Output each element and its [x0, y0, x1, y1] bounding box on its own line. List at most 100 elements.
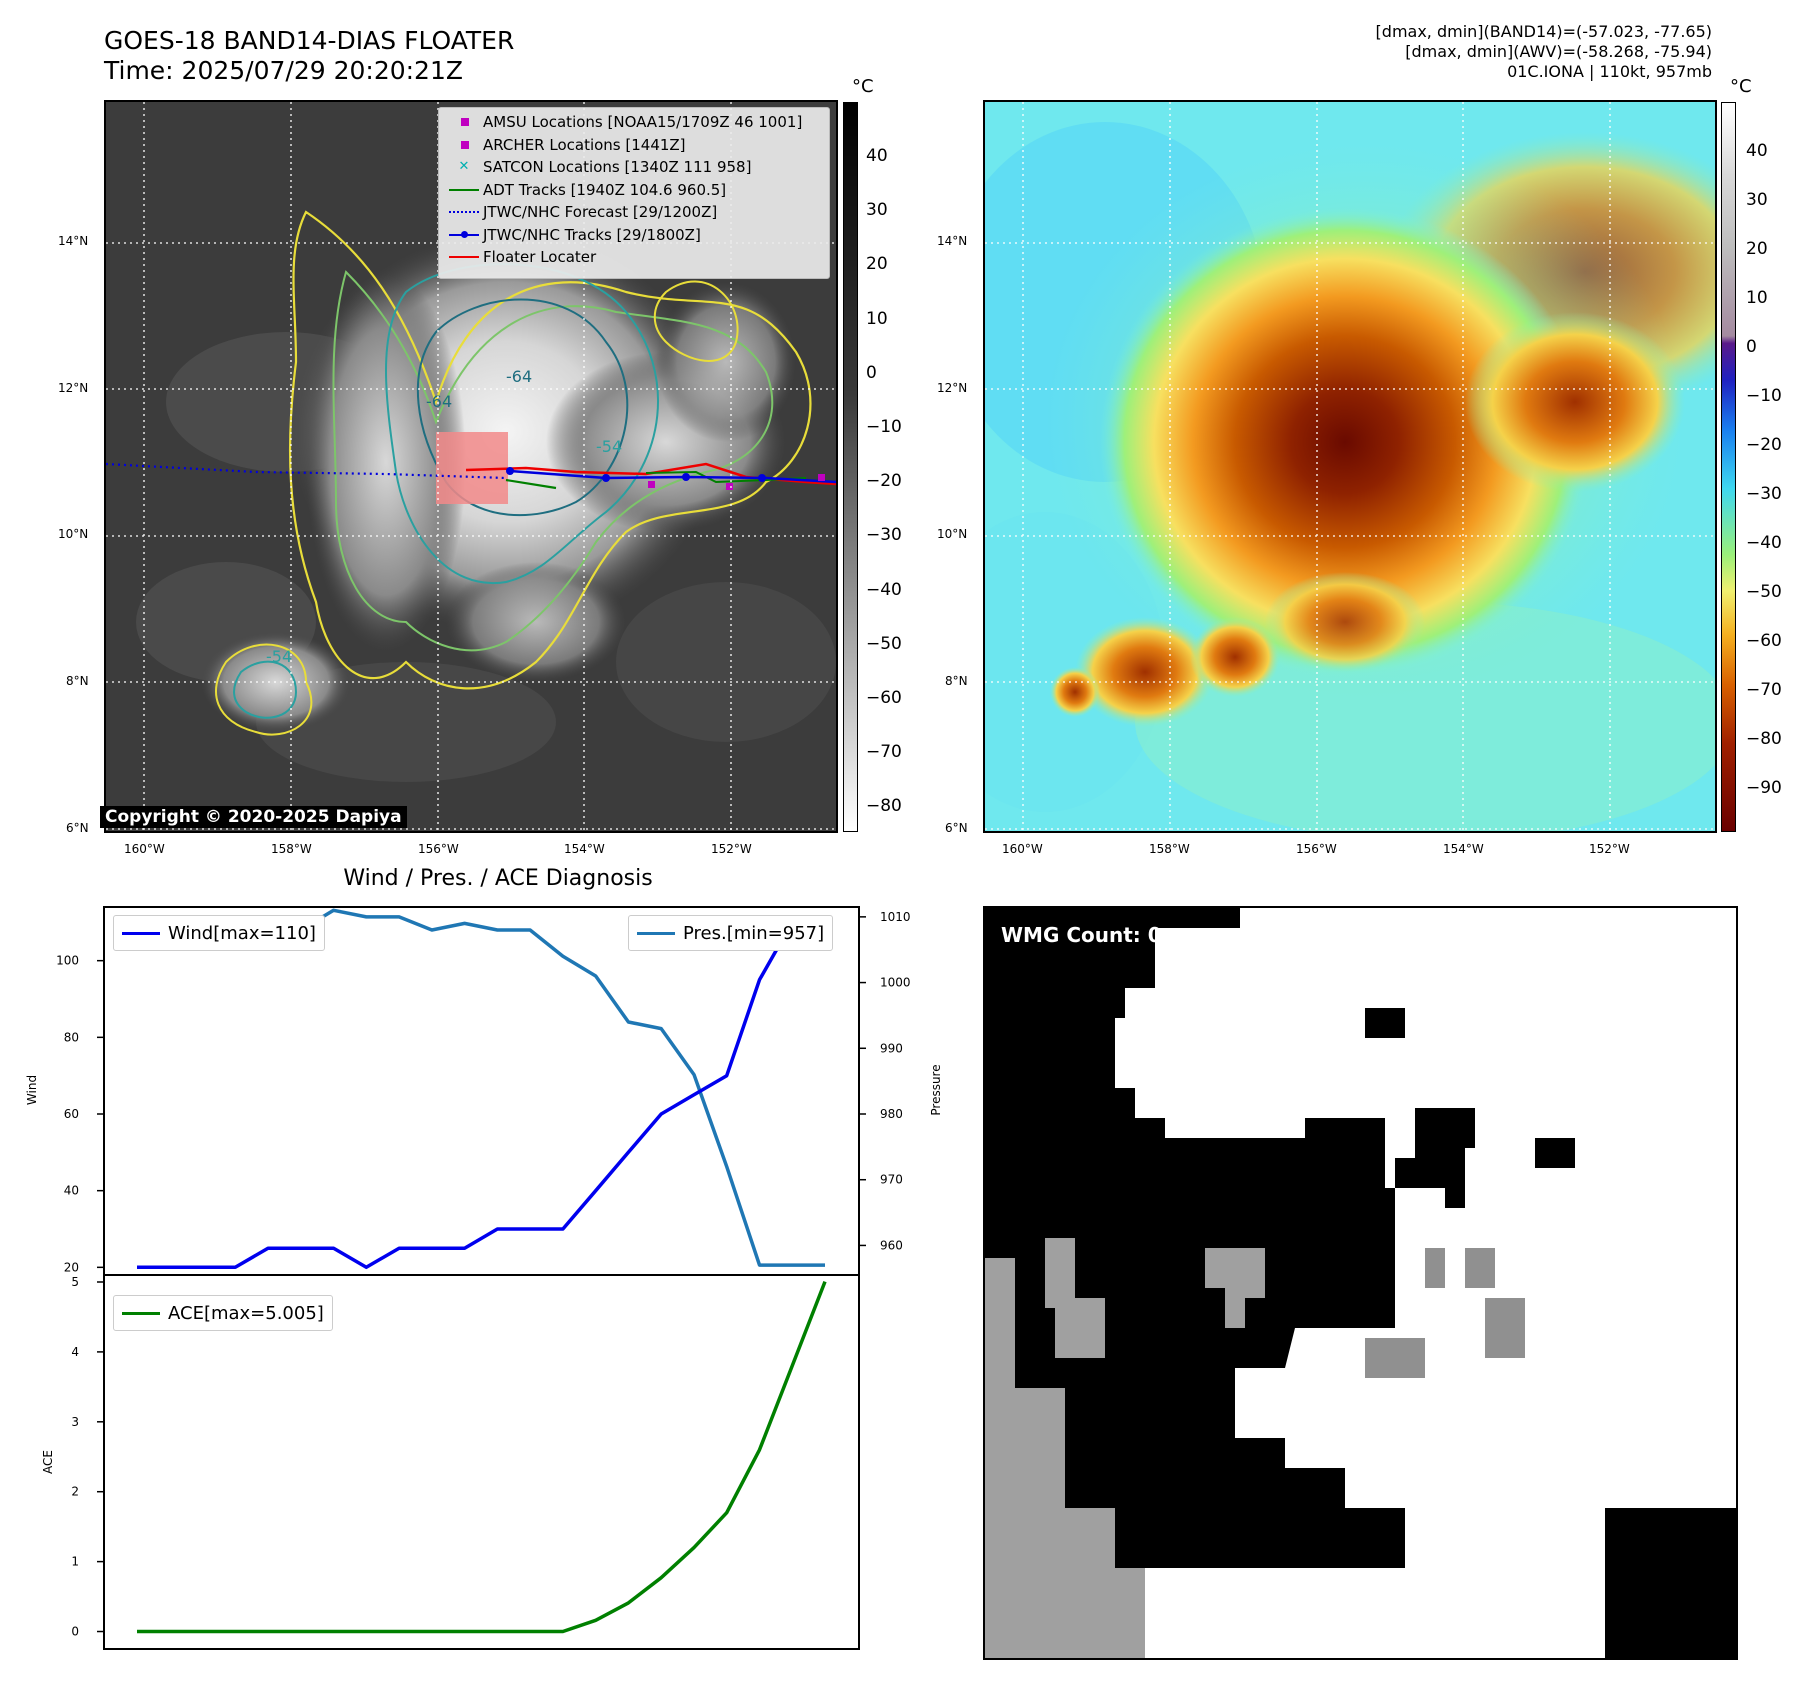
ir-colorbar: [843, 102, 858, 832]
wind-tick-label: 80: [64, 1030, 79, 1044]
ace-tick-label: 2: [71, 1485, 79, 1499]
diagnosis-title: Wind / Pres. / ACE Diagnosis: [343, 866, 653, 891]
pressure-axis-label: Pressure: [929, 1064, 943, 1115]
colorbar-tick-label: 20: [1746, 239, 1768, 259]
ace-tick-label: 1: [71, 1555, 79, 1569]
wind-legend: Wind[max=110]: [113, 915, 325, 951]
lon-label: 152°W: [1589, 842, 1630, 856]
colorbar-unit: °C: [852, 76, 874, 97]
contour-label: -64: [506, 367, 532, 386]
line-icon: [445, 183, 483, 197]
lat-label: 6°N: [945, 821, 968, 835]
pressure-tick-label: 980: [880, 1107, 903, 1121]
colorbar-tick-label: −40: [866, 579, 902, 600]
colorbar-tick-label: 10: [1746, 288, 1768, 308]
ace-tick-label: 3: [71, 1415, 79, 1429]
pressure-tick-label: 990: [880, 1041, 903, 1055]
ace-axis-label: ACE: [41, 1450, 55, 1474]
lat-label: 10°N: [58, 527, 89, 541]
pressure-tick-label: 970: [880, 1173, 903, 1187]
wmg-gray-region: [1425, 1248, 1445, 1288]
contour-label: -54: [266, 647, 292, 666]
page-title: GOES-18 BAND14-DIAS FLOATER Time: 2025/0…: [104, 26, 515, 85]
colorbar-tick-label: −10: [1746, 386, 1782, 406]
colorbar-tick-label: −70: [1746, 680, 1782, 700]
ace-tick-label: 5: [71, 1275, 79, 1289]
pressure-tick-label: 960: [880, 1238, 903, 1252]
legend-item: JTWC/NHC Tracks [29/1800Z]: [445, 224, 823, 247]
wmg-dark-region: [1605, 1508, 1736, 1658]
wmg-gray-region: [1465, 1248, 1495, 1288]
legend-item: Floater Locater: [445, 246, 823, 269]
wmg-gray-region: [985, 1258, 1145, 1658]
colorbar-tick-label: 30: [1746, 190, 1768, 210]
pressure-legend: Pres.[min=957]: [628, 915, 834, 951]
line-icon: [122, 931, 160, 935]
map-grid: [985, 102, 1715, 831]
lon-label: 154°W: [564, 842, 605, 856]
colorbar-tick-label: −50: [1746, 582, 1782, 602]
wmg-dark-region: [1535, 1138, 1575, 1168]
wmg-count-label: WMG Count: 0: [1001, 923, 1162, 947]
line-icon: [637, 931, 675, 935]
archer-marker: [726, 483, 733, 490]
lon-label: 156°W: [1296, 842, 1337, 856]
wind-tick-label: 60: [64, 1107, 79, 1121]
lat-label: 6°N: [66, 821, 89, 835]
lon-label: 158°W: [271, 842, 312, 856]
lat-label: 10°N: [937, 527, 968, 541]
wmg-gray-region: [1365, 1338, 1425, 1378]
colorbar-tick-label: −60: [1746, 631, 1782, 651]
line-dot-icon: [445, 228, 483, 242]
nhc-track-point: [602, 474, 610, 482]
colorbar-tick-label: 20: [866, 254, 888, 275]
amsu-marker: [648, 481, 655, 488]
lat-label: 14°N: [937, 234, 968, 248]
line-icon: [122, 1311, 160, 1315]
contour-label: -54: [596, 437, 622, 456]
colorbar-tick-label: 40: [866, 146, 888, 166]
nhc-track-point: [758, 474, 766, 482]
colorbar-tick-label: −80: [1746, 729, 1782, 749]
ace-legend: ACE[max=5.005]: [113, 1295, 333, 1331]
ace-series-line: [137, 1280, 827, 1634]
awv-image: [985, 102, 1715, 831]
lat-label: 14°N: [58, 234, 89, 248]
square-icon: [445, 115, 483, 129]
floater-track: [465, 462, 836, 486]
colorbar-tick-label: 10: [866, 308, 888, 329]
lon-label: 154°W: [1443, 842, 1484, 856]
contour-label: -64: [426, 392, 452, 411]
colorbar-tick-label: −30: [1746, 484, 1782, 504]
wind-axis-label: Wind: [25, 1075, 39, 1105]
ir-image-panel: -64 -64 -54 -54 AMSU Locations [NOAA15/1…: [104, 100, 838, 833]
legend-item: AMSU Locations [NOAA15/1709Z 46 1001]: [445, 111, 823, 134]
wmg-gray-region: [1485, 1298, 1525, 1358]
colorbar-tick-label: 40: [1746, 141, 1768, 161]
line-icon: [445, 250, 483, 264]
colorbar-tick-label: −10: [866, 417, 902, 437]
colorbar-tick-label: 0: [1746, 337, 1757, 357]
ir-legend: AMSU Locations [NOAA15/1709Z 46 1001] AR…: [438, 107, 830, 279]
square-icon: [445, 138, 483, 152]
adt-track: [505, 478, 557, 490]
colorbar-tick-label: −70: [866, 742, 902, 763]
copyright-label: Copyright © 2020-2025 Dapiya: [100, 806, 407, 828]
nhc-track-point: [682, 473, 690, 481]
lon-label: 160°W: [1002, 842, 1043, 856]
wmg-dark-region: [1365, 1008, 1405, 1038]
wmg-panel: [983, 906, 1738, 1660]
wmg-gray-region: [1205, 1248, 1265, 1328]
colorbar-tick-label: −50: [866, 633, 902, 654]
nhc-track-point: [506, 467, 514, 475]
colorbar-tick-label: −20: [1746, 435, 1782, 455]
wind-tick-label: 20: [64, 1260, 79, 1274]
legend-item: ✕ SATCON Locations [1340Z 111 958]: [445, 156, 823, 179]
colorbar-tick-label: −90: [1746, 778, 1782, 798]
legend-item: JTWC/NHC Forecast [29/1200Z]: [445, 201, 823, 224]
legend-item: ADT Tracks [1940Z 104.6 960.5]: [445, 179, 823, 202]
lat-label: 12°N: [937, 381, 968, 395]
pressure-tick-label: 1000: [880, 976, 911, 990]
colorbar-tick-label: 30: [866, 200, 888, 221]
colorbar-tick-label: −40: [1746, 533, 1782, 553]
